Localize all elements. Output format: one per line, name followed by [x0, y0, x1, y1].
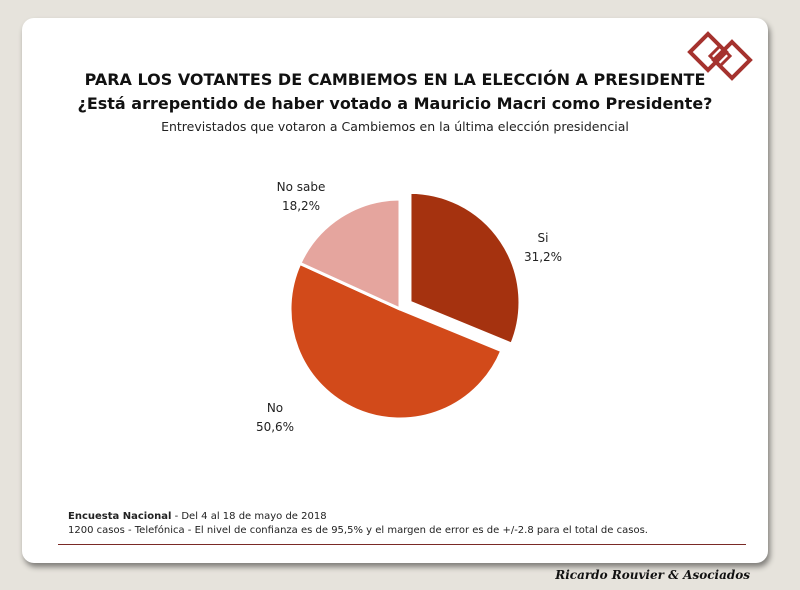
pie-slice-no-sabe — [298, 197, 402, 311]
slice-label-no: No — [267, 401, 283, 415]
slice-label-si: Si — [538, 231, 549, 245]
slice-label-no-sabe: No sabe — [277, 180, 326, 194]
survey-info: Encuesta Nacional - Del 4 al 18 de mayo … — [68, 511, 327, 522]
chart-subtitle: ¿Está arrepentido de haber votado a Maur… — [77, 94, 713, 113]
slice-value-no: 50,6% — [256, 420, 294, 434]
survey-details: 1200 casos - Telefónica - El nivel de co… — [68, 525, 648, 536]
pie-slice-si — [408, 190, 522, 346]
chart-note: Entrevistados que votaron a Cambiemos en… — [161, 119, 629, 134]
survey-name: Encuesta Nacional — [68, 511, 172, 522]
slice-value-si: 31,2% — [524, 250, 562, 264]
survey-dates: - Del 4 al 18 de mayo de 2018 — [171, 511, 327, 522]
slice-value-no-sabe: 18,2% — [282, 199, 320, 213]
chart-title: PARA LOS VOTANTES DE CAMBIEMOS EN LA ELE… — [84, 70, 706, 89]
pie-slice-no — [288, 261, 504, 421]
footer-divider — [58, 544, 746, 545]
brand-name: Ricardo Rouvier & Asociados — [555, 568, 750, 582]
company-logo-icon — [687, 31, 753, 81]
